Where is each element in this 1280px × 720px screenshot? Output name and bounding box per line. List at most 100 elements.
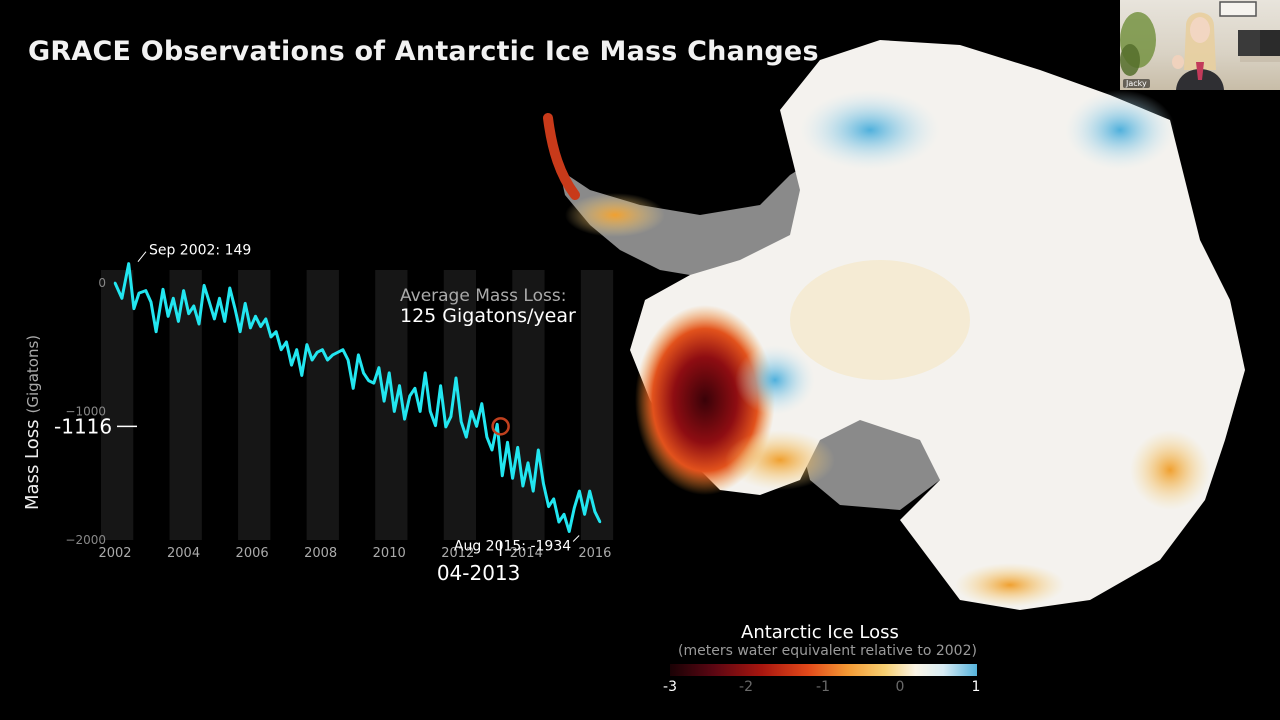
south-orange xyxy=(955,563,1065,607)
data-point xyxy=(439,384,442,387)
page-title: GRACE Observations of Antarctic Ice Mass… xyxy=(28,36,819,67)
data-point xyxy=(393,410,396,413)
data-point xyxy=(501,474,504,477)
data-point xyxy=(598,520,602,524)
data-point xyxy=(495,423,499,426)
data-point xyxy=(295,348,298,351)
legend-tick-0: 0 xyxy=(895,679,905,695)
data-point xyxy=(321,348,324,351)
data-point xyxy=(192,304,196,308)
data-point xyxy=(202,284,206,287)
data-point xyxy=(537,448,540,452)
data-point xyxy=(542,482,545,485)
data-point xyxy=(149,300,153,304)
data-point xyxy=(238,330,242,333)
x-tick-label: 2012 xyxy=(441,546,474,561)
data-point xyxy=(144,289,148,292)
year-band-2014 xyxy=(512,270,545,540)
data-point xyxy=(490,448,494,452)
data-point xyxy=(588,489,591,493)
y-tick-label: −1000 xyxy=(65,404,106,418)
data-point xyxy=(485,435,489,439)
data-point xyxy=(583,513,586,516)
data-point xyxy=(470,410,473,413)
data-point xyxy=(403,417,406,421)
data-point xyxy=(249,326,252,330)
data-point xyxy=(418,410,422,413)
data-point xyxy=(113,281,117,285)
x-tick-label: 2002 xyxy=(98,546,131,561)
webcam-thumbnail[interactable]: Jacky xyxy=(1120,0,1280,90)
data-point xyxy=(352,387,355,390)
current-value-label: -1116 xyxy=(54,414,112,438)
year-band-2002 xyxy=(101,270,134,540)
data-point xyxy=(132,307,136,310)
year-band-2004 xyxy=(169,270,202,540)
x-tick-label: 2006 xyxy=(236,546,269,561)
data-point xyxy=(213,317,216,321)
data-point xyxy=(285,340,288,344)
data-point xyxy=(593,510,597,513)
data-point xyxy=(357,353,360,357)
y-axis-label: Mass Loss (Gigatons) xyxy=(22,335,43,510)
x-tick-label: 2016 xyxy=(578,546,611,561)
data-point xyxy=(264,317,268,321)
data-point xyxy=(187,312,190,315)
data-point xyxy=(336,351,339,354)
y-tick-label: 0 xyxy=(98,276,106,290)
data-point xyxy=(429,410,432,413)
data-point xyxy=(280,348,283,351)
ross-orange xyxy=(725,430,835,490)
legend-color-bar xyxy=(670,664,977,676)
data-point xyxy=(172,297,175,300)
data-point xyxy=(444,425,447,429)
data-point xyxy=(382,399,386,403)
legend-title: Antarctic Ice Loss xyxy=(741,622,899,643)
legend-tick-minus3: -3 xyxy=(663,679,677,695)
data-point xyxy=(465,435,468,439)
data-point xyxy=(388,371,391,375)
webcam-scene xyxy=(1120,1,1280,90)
data-point xyxy=(480,402,483,405)
data-point xyxy=(367,379,370,382)
data-point xyxy=(223,320,226,323)
data-point xyxy=(161,288,165,291)
year-band-2016 xyxy=(580,270,614,540)
data-point xyxy=(228,286,232,290)
data-point xyxy=(208,300,211,304)
y-axis-label-text: Mass Loss xyxy=(22,419,43,510)
data-point xyxy=(137,291,141,295)
data-point xyxy=(434,424,437,427)
data-point xyxy=(166,315,170,318)
data-point xyxy=(372,381,375,385)
data-point xyxy=(552,497,555,501)
data-point xyxy=(233,307,237,310)
series-line xyxy=(113,262,602,533)
interior-yellow xyxy=(790,260,970,380)
current-marker xyxy=(491,417,510,436)
data-point xyxy=(218,297,221,300)
data-point xyxy=(182,289,185,292)
data-point xyxy=(511,477,514,480)
annotation-sep-2002: Sep 2002: 149 xyxy=(149,243,251,259)
antarctica-map xyxy=(543,40,1245,610)
data-point xyxy=(413,387,417,390)
peninsula-orange xyxy=(565,193,665,237)
data-point xyxy=(305,343,309,346)
data-point xyxy=(346,358,350,362)
east-blue-2 xyxy=(1065,90,1175,170)
data-point xyxy=(316,351,319,354)
year-bands xyxy=(101,270,614,540)
y-tick-labels: 0 −1000 −2000 xyxy=(65,276,106,547)
legend-tick-1: 1 xyxy=(971,679,981,695)
data-point xyxy=(449,415,453,418)
x-tick-label: 2010 xyxy=(373,546,406,561)
data-point xyxy=(269,335,273,339)
data-point xyxy=(127,262,130,265)
data-point xyxy=(573,506,576,510)
data-point xyxy=(274,330,278,333)
data-point xyxy=(516,446,519,449)
data-point xyxy=(197,322,201,326)
data-point xyxy=(526,461,530,465)
